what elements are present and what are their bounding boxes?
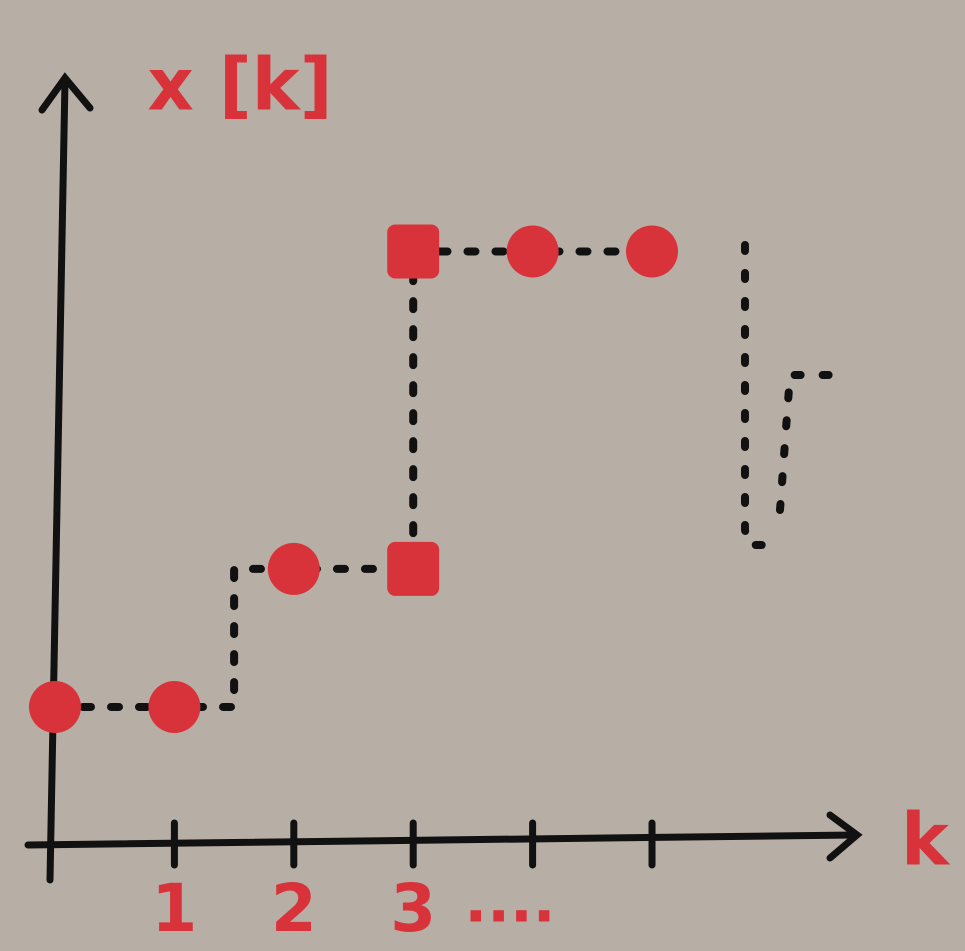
background <box>0 0 965 951</box>
point-square <box>387 224 439 278</box>
chart: x [k] k .... 123 <box>0 0 965 951</box>
point <box>268 543 320 595</box>
annotation: .... <box>464 867 555 937</box>
x-axis-label: k <box>901 798 951 882</box>
x-tick-label: 1 <box>151 870 197 947</box>
y-axis-label: x [k] <box>147 43 332 127</box>
page: x [k] k .... 123 (() => { const data = J… <box>0 0 965 951</box>
point-square <box>387 542 439 596</box>
x-tick-label: 2 <box>271 870 317 947</box>
point <box>626 225 678 277</box>
point <box>148 681 200 733</box>
x-tick-label: 3 <box>390 870 436 947</box>
point <box>507 225 559 277</box>
point <box>29 681 81 733</box>
